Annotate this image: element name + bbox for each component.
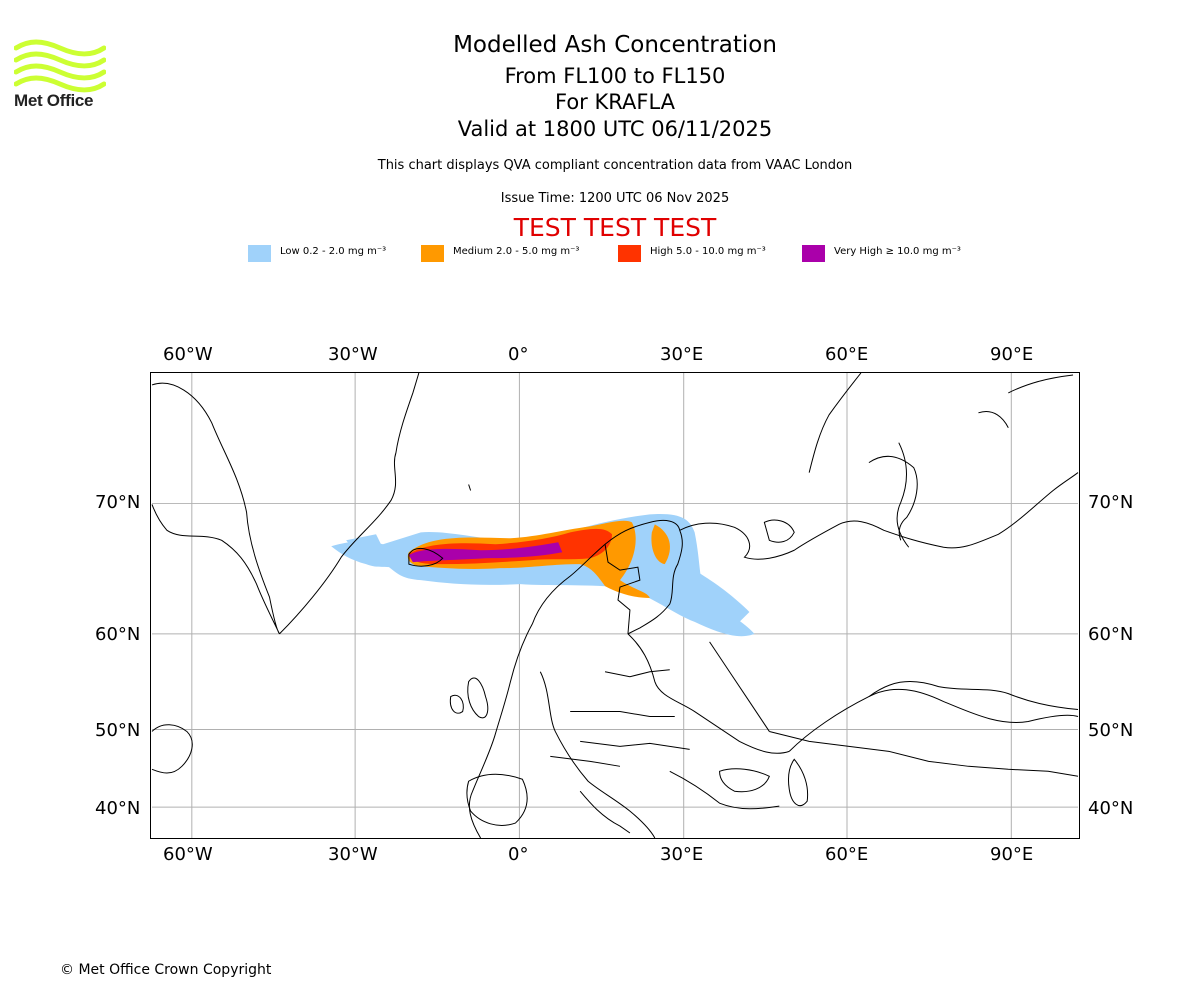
legend-label-low: Low 0.2 - 2.0 mg m⁻³ (280, 246, 387, 257)
lon-label-bottom-30w: 30°W (328, 844, 378, 865)
lon-label-top-90e: 90°E (990, 344, 1034, 365)
logo-text: Met Office (14, 91, 94, 110)
lat-label-right-60n: 60°N (1088, 624, 1134, 645)
lat-label-left-50n: 50°N (95, 720, 141, 741)
description: This chart displays QVA compliant concen… (377, 158, 853, 173)
lon-label-top-30e: 30°E (660, 344, 704, 365)
lat-label-left-70n: 70°N (95, 492, 141, 513)
met-office-logo (14, 39, 106, 93)
legend-swatch-medium (421, 245, 444, 262)
copyright: © Met Office Crown Copyright (60, 962, 272, 978)
test-banner: TEST TEST TEST (513, 213, 717, 242)
lon-label-bottom-60w: 60°W (163, 844, 213, 865)
valid-time: Valid at 1800 UTC 06/11/2025 (457, 117, 773, 141)
legend-label-medium: Medium 2.0 - 5.0 mg m⁻³ (453, 246, 580, 257)
lon-label-bottom-90e: 90°E (990, 844, 1034, 865)
coastlines (151, 373, 1079, 838)
lat-label-left-40n: 40°N (95, 798, 141, 819)
ash-very-high (408, 542, 563, 563)
ash-map (150, 372, 1080, 839)
legend-swatch-high (618, 245, 641, 262)
chart-title: Modelled Ash Concentration (453, 32, 777, 58)
ash-low (331, 514, 755, 637)
lon-label-bottom-0: 0° (508, 844, 529, 865)
gridlines (151, 373, 1079, 838)
lon-label-bottom-30e: 30°E (660, 844, 704, 865)
lat-label-left-60n: 60°N (95, 624, 141, 645)
lon-label-top-60e: 60°E (825, 344, 869, 365)
volcano-name: For KRAFLA (555, 90, 675, 114)
lat-label-right-70n: 70°N (1088, 492, 1134, 513)
lon-label-top-60w: 60°W (163, 344, 213, 365)
lon-label-top-0: 0° (508, 344, 529, 365)
legend-label-high: High 5.0 - 10.0 mg m⁻³ (650, 246, 766, 257)
flight-levels: From FL100 to FL150 (504, 64, 726, 88)
lon-label-bottom-60e: 60°E (825, 844, 869, 865)
legend-swatch-low (248, 245, 271, 262)
legend-swatch-very-high (802, 245, 825, 262)
lat-label-right-50n: 50°N (1088, 720, 1134, 741)
lon-label-top-30w: 30°W (328, 344, 378, 365)
lat-label-right-40n: 40°N (1088, 798, 1134, 819)
legend-label-very-high: Very High ≥ 10.0 mg m⁻³ (834, 246, 961, 257)
issue-time: Issue Time: 1200 UTC 06 Nov 2025 (500, 191, 730, 206)
